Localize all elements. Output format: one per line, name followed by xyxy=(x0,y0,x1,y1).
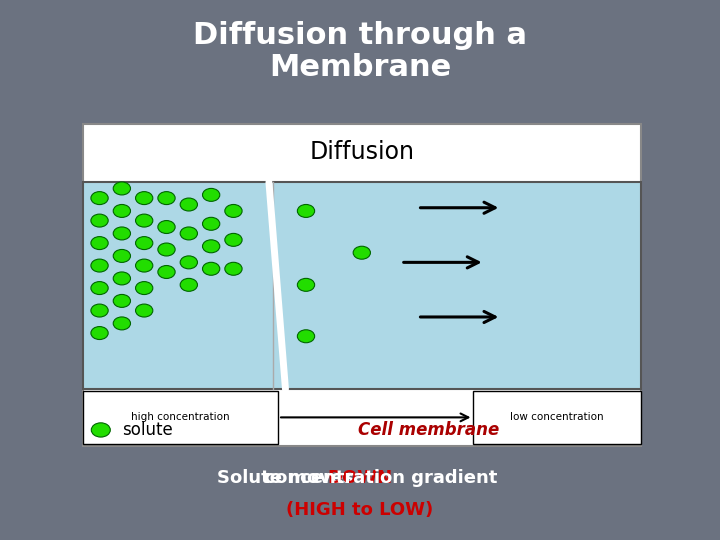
Text: Diffusion: Diffusion xyxy=(310,139,414,164)
Text: concentration gradient: concentration gradient xyxy=(227,469,498,487)
Circle shape xyxy=(225,233,242,246)
Circle shape xyxy=(158,192,175,205)
Circle shape xyxy=(135,237,153,249)
Text: Diffusion through a: Diffusion through a xyxy=(193,21,527,50)
Circle shape xyxy=(202,217,220,230)
Circle shape xyxy=(225,262,242,275)
Circle shape xyxy=(158,266,175,279)
Bar xyxy=(83,182,641,389)
Text: DOWN: DOWN xyxy=(328,469,392,487)
Circle shape xyxy=(91,214,108,227)
Circle shape xyxy=(113,249,130,262)
Circle shape xyxy=(202,188,220,201)
Text: solute: solute xyxy=(122,421,173,439)
Circle shape xyxy=(180,256,197,269)
Circle shape xyxy=(297,330,315,343)
Circle shape xyxy=(91,423,110,437)
Circle shape xyxy=(158,220,175,233)
Circle shape xyxy=(113,294,130,307)
Circle shape xyxy=(113,317,130,330)
Bar xyxy=(83,391,278,444)
Circle shape xyxy=(354,246,371,259)
Text: Solute moves: Solute moves xyxy=(217,469,360,487)
Text: Cell membrane: Cell membrane xyxy=(358,421,500,439)
Circle shape xyxy=(135,259,153,272)
Circle shape xyxy=(91,304,108,317)
Circle shape xyxy=(113,272,130,285)
Circle shape xyxy=(202,240,220,253)
Text: high concentration: high concentration xyxy=(131,413,230,422)
Circle shape xyxy=(91,327,108,340)
Circle shape xyxy=(297,205,315,218)
Circle shape xyxy=(202,262,220,275)
Circle shape xyxy=(225,205,242,218)
Circle shape xyxy=(297,279,315,292)
Circle shape xyxy=(91,237,108,249)
Circle shape xyxy=(135,304,153,317)
Circle shape xyxy=(158,243,175,256)
Circle shape xyxy=(113,205,130,218)
Text: low concentration: low concentration xyxy=(510,413,604,422)
Circle shape xyxy=(180,198,197,211)
Bar xyxy=(474,391,641,444)
Circle shape xyxy=(135,192,153,205)
Circle shape xyxy=(91,281,108,294)
Circle shape xyxy=(135,281,153,294)
Circle shape xyxy=(113,182,130,195)
Circle shape xyxy=(91,192,108,205)
Circle shape xyxy=(113,227,130,240)
Text: (HIGH to LOW): (HIGH to LOW) xyxy=(287,501,433,519)
Text: Membrane: Membrane xyxy=(269,53,451,82)
Circle shape xyxy=(180,279,197,292)
Circle shape xyxy=(180,227,197,240)
Circle shape xyxy=(135,214,153,227)
Bar xyxy=(83,124,641,446)
Circle shape xyxy=(91,259,108,272)
